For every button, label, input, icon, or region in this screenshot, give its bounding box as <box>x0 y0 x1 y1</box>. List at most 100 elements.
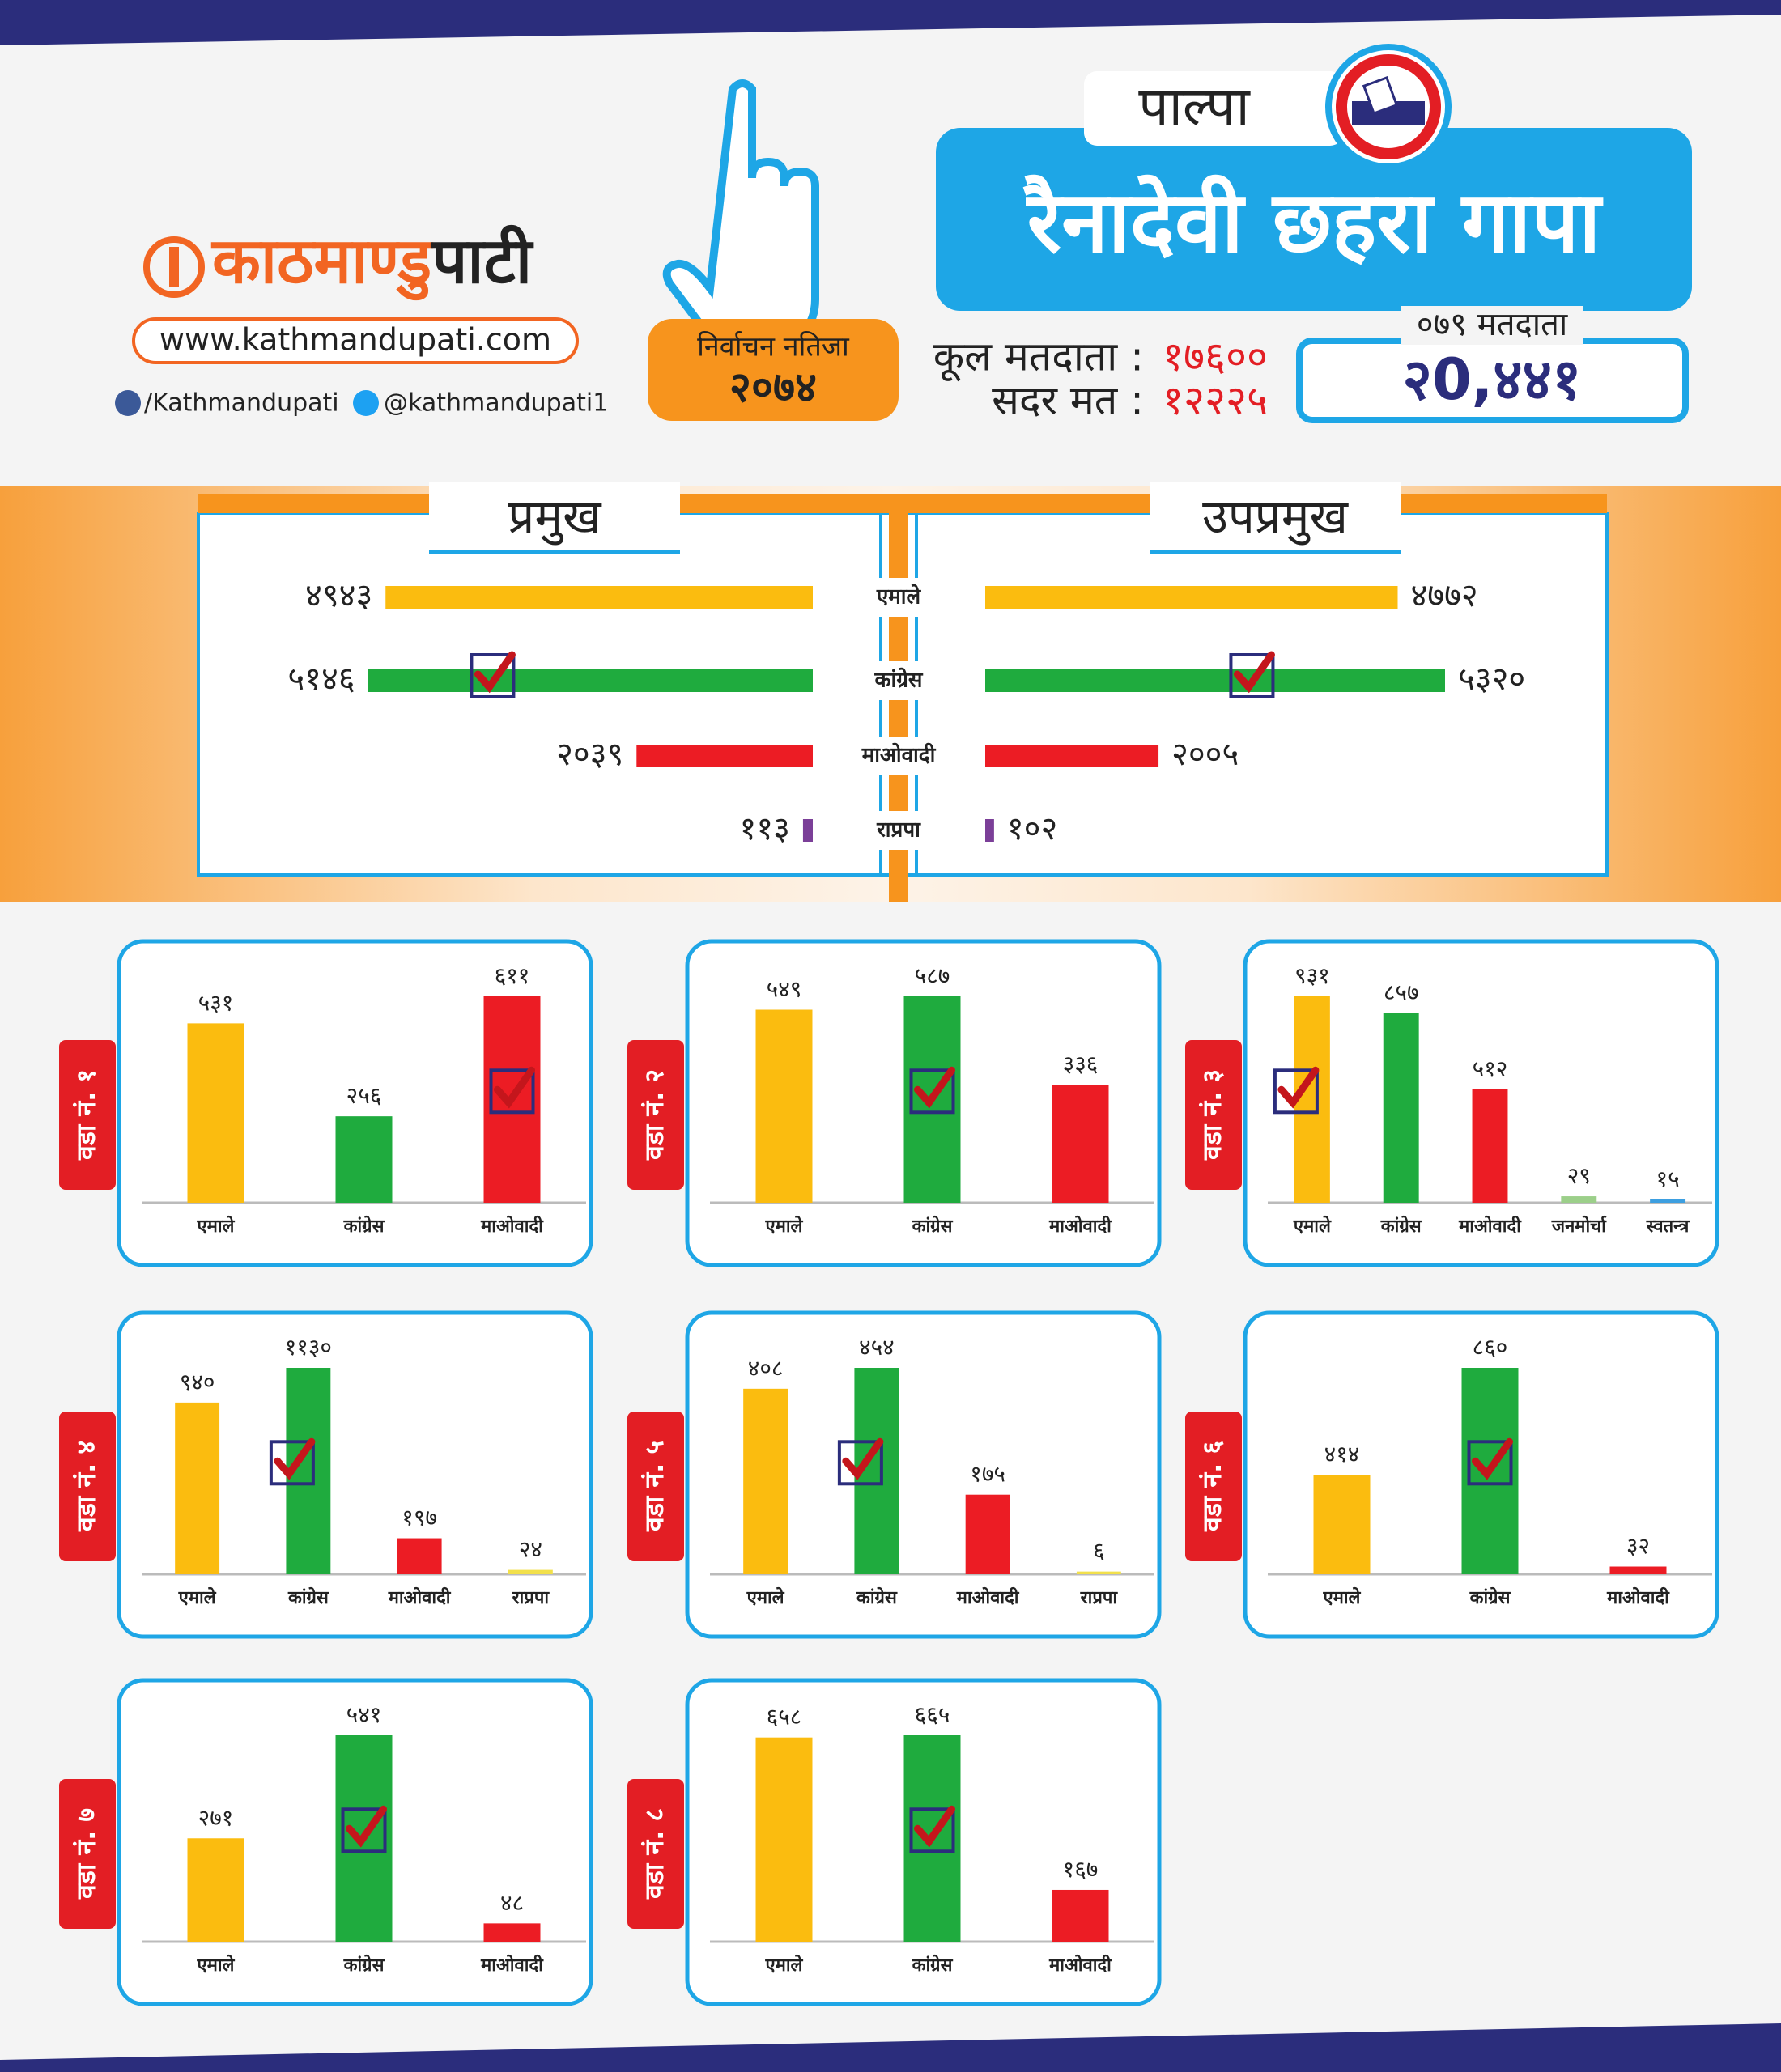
ward-title: वडा नं. ६ <box>1197 1441 1227 1532</box>
bar <box>1650 1199 1686 1203</box>
bar <box>1294 996 1330 1203</box>
category-bg <box>850 661 947 700</box>
title-tab <box>429 482 680 554</box>
winner-check <box>494 1066 535 1109</box>
category-label: एमाले <box>197 1954 236 1976</box>
badge-line: निर्वाचन नतिजा <box>697 331 850 363</box>
winner-check-box <box>341 1807 387 1853</box>
category-label: एमाले <box>178 1586 217 1608</box>
ward-tab <box>627 1040 684 1190</box>
category-label: कांग्रेस <box>912 1954 954 1976</box>
category-label: कांग्रेस <box>343 1215 385 1237</box>
value-label: २७१ <box>198 1804 234 1831</box>
ward-title: वडा नं. ४ <box>70 1441 101 1532</box>
ward-tab <box>59 1412 116 1561</box>
valid-votes-label: सदर मत : <box>992 377 1144 424</box>
category-label: राप्रपा <box>512 1588 550 1608</box>
winner-check-box <box>269 1440 315 1486</box>
category-label: कांग्रेस <box>1469 1586 1511 1608</box>
value-label: ८५७ <box>1384 979 1419 1005</box>
ward-title: वडा नं. ३ <box>1197 1069 1227 1161</box>
bar <box>385 586 814 609</box>
total-voters: १७६०० <box>1163 333 1268 380</box>
category-label: एमाले <box>1323 1586 1362 1608</box>
category-label: माओवादी <box>480 1954 544 1976</box>
bar <box>755 1737 813 1942</box>
category-label: राप्रपा <box>1080 1588 1119 1608</box>
winner-check <box>914 1805 955 1848</box>
logo-icon <box>143 236 205 298</box>
brand-part: पाटी <box>430 224 534 298</box>
bar <box>985 819 994 842</box>
value-label: ५४१ <box>346 1701 382 1728</box>
category-label: कांग्रेस <box>343 1954 385 1976</box>
category-label: माओवादी <box>1606 1586 1670 1608</box>
value-label: १५ <box>1656 1166 1680 1192</box>
category-label: कांग्रेस <box>856 1586 898 1608</box>
value-label: ५३१ <box>198 989 234 1016</box>
facebook: /Kathmandupati <box>144 389 339 418</box>
result-badge <box>648 319 899 421</box>
category-label: माओवादी <box>1048 1954 1112 1976</box>
bar <box>175 1402 220 1574</box>
top-band <box>0 0 1781 45</box>
bar <box>1076 1571 1121 1574</box>
ward-title: वडा नं. ७ <box>70 1808 101 1900</box>
valid-votes: १२२२५ <box>1163 377 1268 424</box>
winner-check-box <box>837 1440 883 1486</box>
facebook-icon <box>115 390 141 416</box>
ward-tab <box>59 1779 116 1929</box>
bar <box>965 1494 1010 1574</box>
bar <box>508 1569 553 1574</box>
winner-check-box <box>489 1068 535 1115</box>
value-label: २०३९ <box>556 736 623 773</box>
ward-tab <box>59 1040 116 1190</box>
municipality: रैनादेवी छहरा गापा <box>1022 172 1604 271</box>
category-label: माओवादी <box>480 1215 544 1237</box>
bar <box>636 745 813 767</box>
election-logo <box>1352 101 1425 125</box>
category-label: एमाले <box>765 1954 804 1976</box>
twitter: @kathmandupati1 <box>384 389 608 418</box>
bar <box>187 1838 244 1942</box>
ward-title: वडा नं. ८ <box>639 1808 669 1900</box>
category-label: माओवादी <box>388 1586 452 1608</box>
value-label: ३२ <box>1626 1533 1650 1560</box>
bar <box>335 1116 393 1203</box>
bar <box>985 669 1445 692</box>
value-label: १९७ <box>402 1505 437 1531</box>
winner-check-box <box>470 653 516 698</box>
title-underline <box>429 550 680 554</box>
value-label: ४५४ <box>859 1334 895 1361</box>
total-voters-label: कूल मतदाता : <box>933 333 1144 382</box>
winner-check <box>914 1066 955 1109</box>
value-label: २९ <box>1567 1162 1591 1189</box>
bar <box>755 1009 813 1203</box>
category-label: माओवादी <box>861 743 937 768</box>
voters-079: २0,४४१ <box>1403 346 1582 413</box>
label-bg <box>1401 306 1583 345</box>
category-label: माओवादी <box>956 1586 1020 1608</box>
winner-check-box <box>1273 1068 1319 1115</box>
bar <box>1052 1085 1109 1203</box>
value-label: ९३१ <box>1294 962 1330 989</box>
ward-tab <box>627 1779 684 1929</box>
winner-check <box>1472 1437 1513 1480</box>
chart-title: प्रमुख <box>508 489 602 546</box>
bar <box>985 586 1398 609</box>
category-label: एमाले <box>746 1586 785 1608</box>
badge-line: २०७४ <box>729 363 817 412</box>
ward-tab <box>1185 1412 1242 1561</box>
value-label: ११३ <box>740 810 790 847</box>
winner-check <box>474 651 516 694</box>
value-label: ११३० <box>285 1334 332 1361</box>
category-label: माओवादी <box>1458 1215 1522 1237</box>
bar <box>1052 1889 1109 1942</box>
bar <box>985 745 1159 767</box>
ward-card <box>685 1310 1162 1639</box>
bar <box>1383 1013 1419 1203</box>
value-label: ४१४ <box>1324 1441 1360 1467</box>
value-label: ५१४६ <box>287 660 355 698</box>
category-label: राप्रपा <box>876 818 921 843</box>
